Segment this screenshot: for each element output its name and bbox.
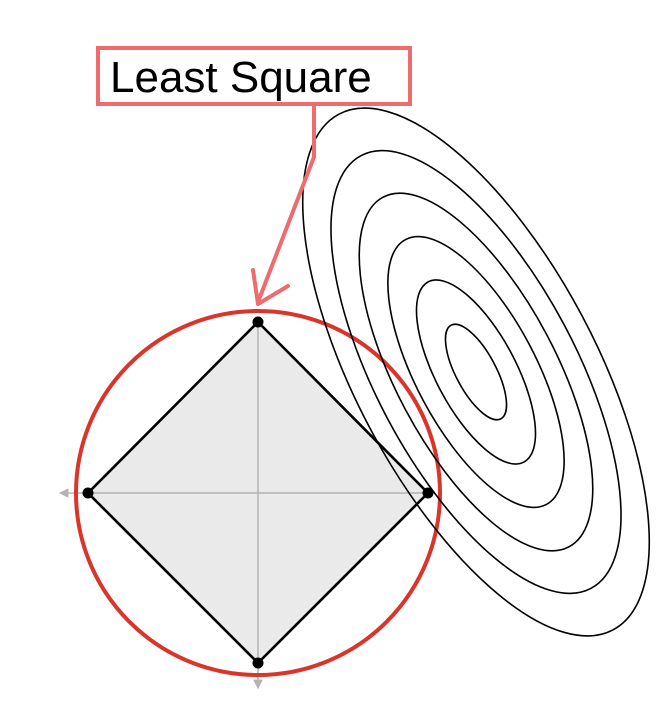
- callout-arrow: [251, 104, 316, 306]
- vertex-right: [422, 487, 434, 499]
- contour-3: [387, 235, 565, 509]
- contour-6: [301, 107, 651, 637]
- contour-5: [330, 149, 622, 595]
- l2-circle: [74, 309, 442, 677]
- contour-1: [444, 323, 508, 421]
- least-square-callout: Least Square: [96, 46, 412, 106]
- least-square-contours: [301, 107, 651, 637]
- contour-2: [415, 279, 537, 465]
- vertex-bottom: [252, 657, 264, 669]
- vertex-top: [252, 316, 264, 328]
- diamond-vertices: [82, 316, 434, 669]
- callout-label: Least Square: [110, 53, 372, 102]
- contour-4: [358, 192, 594, 552]
- axes-overlay: [88, 322, 428, 663]
- vertex-left: [82, 487, 94, 499]
